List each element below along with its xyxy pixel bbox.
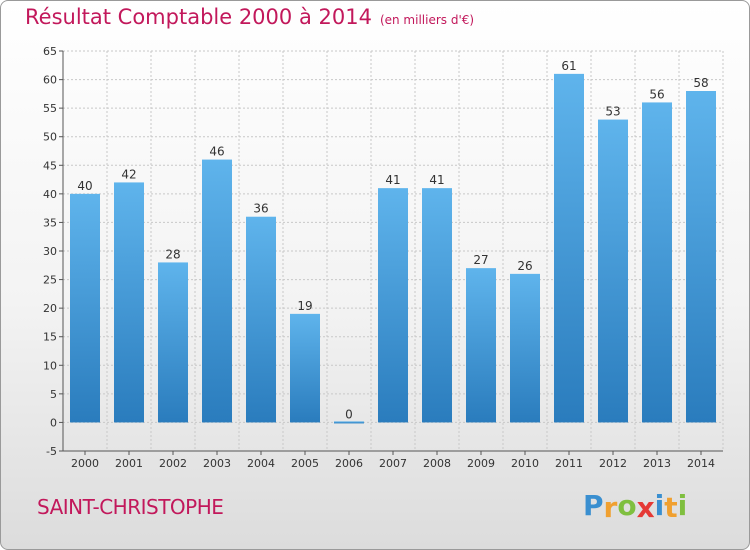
bar-2009 [466, 268, 496, 423]
x-tick-label-2010: 2010 [511, 457, 539, 470]
x-tick-label-2005: 2005 [291, 457, 319, 470]
x-tick-label-2000: 2000 [71, 457, 99, 470]
logo-letter: i [677, 489, 688, 522]
logo-letter: x [636, 491, 655, 524]
proxiti-logo[interactable]: Proxiti [583, 489, 688, 524]
data-label-2006: 0 [345, 407, 353, 421]
y-tick-label: 25 [43, 274, 57, 287]
data-label-2013: 56 [649, 87, 664, 101]
y-tick-label: -5 [46, 445, 57, 458]
data-label-2008: 41 [429, 173, 444, 187]
bar-2014 [686, 91, 716, 423]
x-tick-label-2003: 2003 [203, 457, 231, 470]
logo-letter: i [654, 489, 665, 522]
x-tick-label-2007: 2007 [379, 457, 407, 470]
y-tick-label: 5 [50, 388, 57, 401]
bar-2005 [290, 313, 320, 423]
x-tick-label-2001: 2001 [115, 457, 143, 470]
y-tick-label: 60 [43, 74, 57, 87]
data-label-2009: 27 [473, 253, 488, 267]
chart-title-text: Résultat Comptable 2000 à 2014 [25, 5, 372, 29]
data-labels: 40 42 28 46 36 19 0 41 41 27 26 61 53 56 58 [77, 59, 708, 422]
y-tick-label: 30 [43, 245, 57, 258]
logo-letter: P [583, 489, 604, 522]
x-tick-label-2014: 2014 [687, 457, 715, 470]
data-label-2004: 36 [253, 202, 268, 216]
bar-2003 [202, 159, 232, 423]
y-tick-label: 15 [43, 331, 57, 344]
data-label-2001: 42 [121, 167, 136, 181]
data-label-2011: 61 [561, 59, 576, 73]
chart-title: Résultat Comptable 2000 à 2014 (en millie… [25, 5, 474, 29]
bars [70, 73, 716, 424]
bar-2002 [158, 262, 188, 423]
y-tick-label: 50 [43, 131, 57, 144]
y-tick-label: 65 [43, 45, 57, 58]
bar-2008 [422, 188, 452, 423]
x-tick-label-2012: 2012 [599, 457, 627, 470]
bar-2010 [510, 273, 540, 423]
y-tick-label: 10 [43, 359, 57, 372]
y-tick-label: 35 [43, 216, 57, 229]
data-label-2012: 53 [605, 105, 620, 119]
logo-letter: t [664, 491, 678, 524]
bar-2000 [70, 193, 100, 423]
chart-title-unit: (en milliers d'€) [379, 13, 475, 27]
bar-2011 [554, 73, 584, 423]
x-tick-label-2006: 2006 [335, 457, 363, 470]
data-label-2002: 28 [165, 247, 180, 261]
x-tick-label-2013: 2013 [643, 457, 671, 470]
x-tick-label-2008: 2008 [423, 457, 451, 470]
bar-2004 [246, 216, 276, 423]
x-tick-label-2004: 2004 [247, 457, 275, 470]
data-label-2014: 58 [693, 76, 708, 90]
bar-2007 [378, 188, 408, 423]
x-tick-label-2011: 2011 [555, 457, 583, 470]
data-label-2003: 46 [209, 145, 224, 159]
bar-2012 [598, 119, 628, 423]
data-label-2007: 41 [385, 173, 400, 187]
data-label-2005: 19 [297, 299, 312, 313]
logo-letter: o [617, 489, 637, 522]
commune-name: SAINT-CHRISTOPHE [37, 495, 224, 519]
y-tick-label: 55 [43, 102, 57, 115]
y-tick-label: 0 [50, 416, 57, 429]
y-tick-label: 45 [43, 159, 57, 172]
axes: -5 0 5 10 15 20 25 30 35 40 45 50 55 60 65 2000 2001 2002… [43, 45, 723, 470]
bar-2013 [642, 102, 672, 423]
x-tick-label-2002: 2002 [159, 457, 187, 470]
x-tick-label-2009: 2009 [467, 457, 495, 470]
bar-2001 [114, 182, 144, 423]
data-label-2000: 40 [77, 179, 92, 193]
data-label-2010: 26 [517, 259, 532, 273]
bar-2006 [334, 421, 364, 424]
y-tick-label: 40 [43, 188, 57, 201]
y-tick-label: 20 [43, 302, 57, 315]
logo-letter: r [603, 491, 618, 524]
